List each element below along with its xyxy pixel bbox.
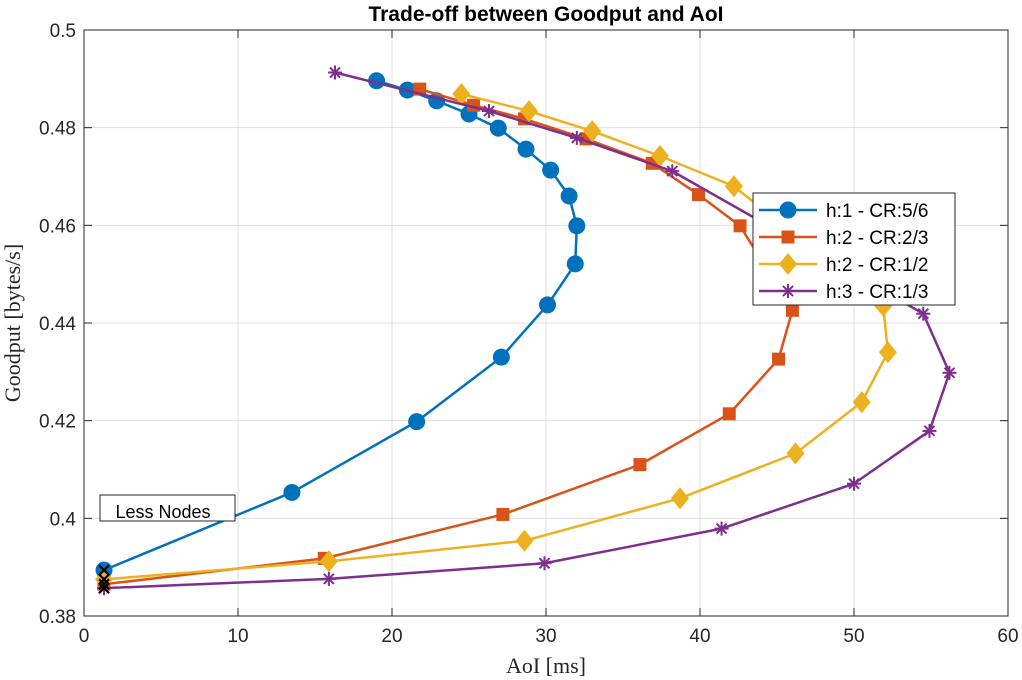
data-point xyxy=(496,507,510,521)
data-point xyxy=(283,483,301,501)
data-point xyxy=(786,442,805,465)
data-point xyxy=(878,341,897,364)
legend-item: h:2 - CR:1/2 xyxy=(759,253,928,276)
data-point xyxy=(714,521,729,536)
legend-label: h:1 - CR:5/6 xyxy=(826,201,928,222)
data-point xyxy=(492,348,510,366)
series-3 xyxy=(95,82,897,591)
start-x-marker xyxy=(98,582,110,594)
y-tick-label: 0.46 xyxy=(39,216,76,237)
data-point xyxy=(781,284,795,298)
data-point xyxy=(724,175,743,198)
legend-label: h:3 - CR:1/3 xyxy=(826,282,928,303)
data-point xyxy=(569,130,584,145)
y-tick-label: 0.44 xyxy=(39,314,76,335)
data-point xyxy=(321,571,336,586)
data-point xyxy=(328,65,343,80)
start-x-marker xyxy=(98,573,110,586)
data-point xyxy=(537,556,552,571)
data-point xyxy=(916,306,931,321)
data-point xyxy=(583,120,602,143)
annotation-text: Less Nodes xyxy=(115,502,210,522)
data-point xyxy=(633,458,647,472)
start-x-marker xyxy=(98,564,110,576)
series-line xyxy=(103,71,951,590)
data-point xyxy=(852,391,871,414)
data-point xyxy=(779,201,797,219)
y-tick-label: 0.42 xyxy=(39,412,76,433)
data-point xyxy=(847,476,861,491)
data-point xyxy=(665,164,680,179)
data-point xyxy=(482,104,497,119)
data-point xyxy=(515,529,534,552)
series-group xyxy=(95,65,957,596)
legend: h:1 - CR:5/6 h:2 - CR:2/3 h:2 - CR:1/2 h:3 … xyxy=(752,192,956,306)
x-axis-label: AoI [ms] xyxy=(506,653,586,678)
data-point xyxy=(691,188,705,202)
data-point xyxy=(779,253,797,275)
series-4 xyxy=(97,65,957,596)
data-point xyxy=(542,161,560,179)
data-point xyxy=(722,407,736,421)
y-axis-label: Goodput [bytes/s] xyxy=(0,244,25,402)
legend-item: h:1 - CR:5/6 xyxy=(759,201,928,222)
data-point xyxy=(772,352,786,366)
ticks: 0 10 20 30 40 50 60 0.38 0.4 0.42 0.44 0.46 0.48 0.5 xyxy=(39,21,1019,647)
data-point xyxy=(539,296,557,314)
x-tick-label: 30 xyxy=(535,626,556,647)
data-point xyxy=(517,140,535,158)
annotation-box: Less Nodes xyxy=(99,494,236,522)
x-tick-label: 40 xyxy=(689,626,710,647)
x-tick-label: 10 xyxy=(227,626,248,647)
y-tick-label: 0.4 xyxy=(50,509,77,530)
y-tick-label: 0.5 xyxy=(50,21,76,42)
start-x-marker xyxy=(98,578,110,591)
data-point xyxy=(568,217,586,235)
data-point xyxy=(319,550,338,573)
data-point xyxy=(520,100,539,123)
data-point xyxy=(922,423,937,438)
data-point xyxy=(670,487,689,510)
legend-label: h:2 - CR:1/2 xyxy=(826,255,928,276)
y-tick-label: 0.48 xyxy=(39,119,76,140)
chart-title: Trade-off between Goodput and AoI xyxy=(368,3,723,26)
data-point xyxy=(560,187,578,205)
data-point xyxy=(942,365,957,380)
y-tick-label: 0.38 xyxy=(39,607,76,628)
data-point xyxy=(785,303,799,317)
data-point xyxy=(781,230,795,244)
x-tick-label: 50 xyxy=(843,626,864,647)
data-point xyxy=(566,255,584,273)
origin-markers xyxy=(98,564,110,594)
x-tick-label: 60 xyxy=(997,626,1018,647)
data-point xyxy=(452,82,471,105)
data-point xyxy=(408,413,426,431)
legend-item: h:2 - CR:2/3 xyxy=(759,228,928,249)
data-point xyxy=(733,219,747,233)
data-point xyxy=(650,144,669,167)
legend-label: h:2 - CR:2/3 xyxy=(826,228,928,249)
data-point xyxy=(489,119,507,137)
x-tick-label: 20 xyxy=(381,626,402,647)
x-tick-label: 0 xyxy=(79,626,90,647)
legend-item: h:3 - CR:1/3 xyxy=(759,282,928,303)
